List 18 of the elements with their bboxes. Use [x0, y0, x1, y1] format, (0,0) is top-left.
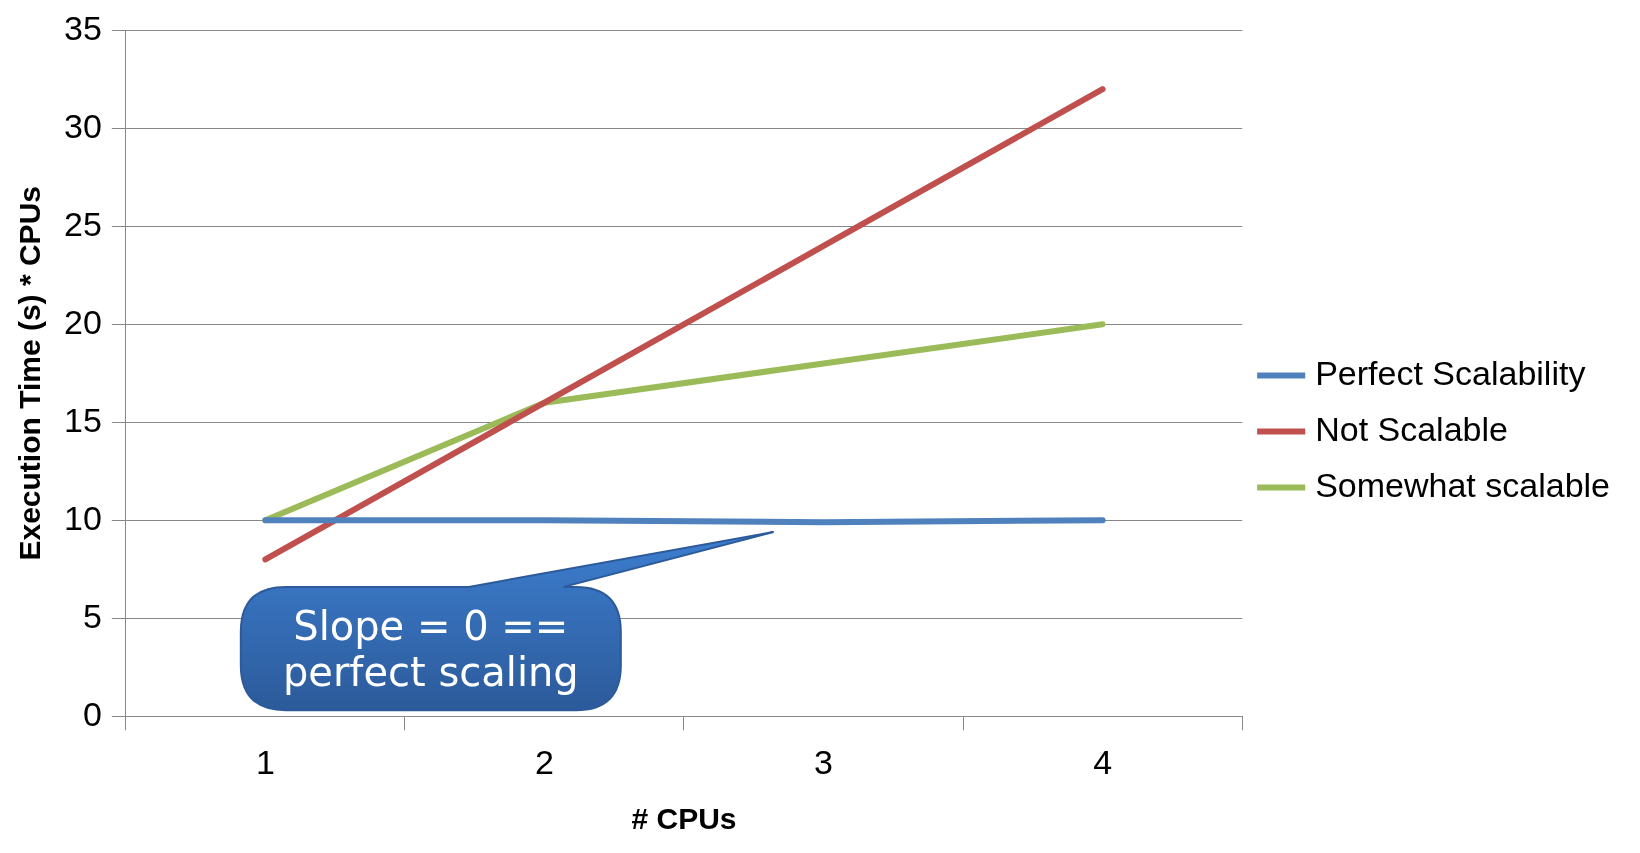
y-tick-label: 35: [63, 8, 102, 47]
legend-label: Somewhat scalable: [1315, 465, 1610, 504]
x-tick-label: 3: [814, 742, 833, 781]
legend-label: Not Scalable: [1315, 409, 1508, 448]
annotation: Slope = 0 == perfect scaling: [281, 601, 580, 697]
y-tick-label: 25: [63, 204, 102, 243]
y-tick-label: 30: [63, 106, 102, 145]
y-tick-label: 0: [82, 694, 102, 733]
x-axis-title: # CPUs: [631, 802, 737, 836]
legend-label: Perfect Scalability: [1315, 353, 1586, 392]
y-tick-label: 5: [82, 596, 102, 635]
x-tick-label: 1: [255, 742, 275, 781]
y-tick-label: 15: [63, 400, 102, 439]
x-tick-label: 4: [1093, 742, 1113, 781]
y-tick-label: 20: [63, 302, 102, 341]
x-tick-label: 2: [534, 742, 554, 781]
y-axis-title: Execution Time (s) * CPUs: [13, 186, 47, 561]
y-tick-label: 10: [63, 498, 102, 537]
